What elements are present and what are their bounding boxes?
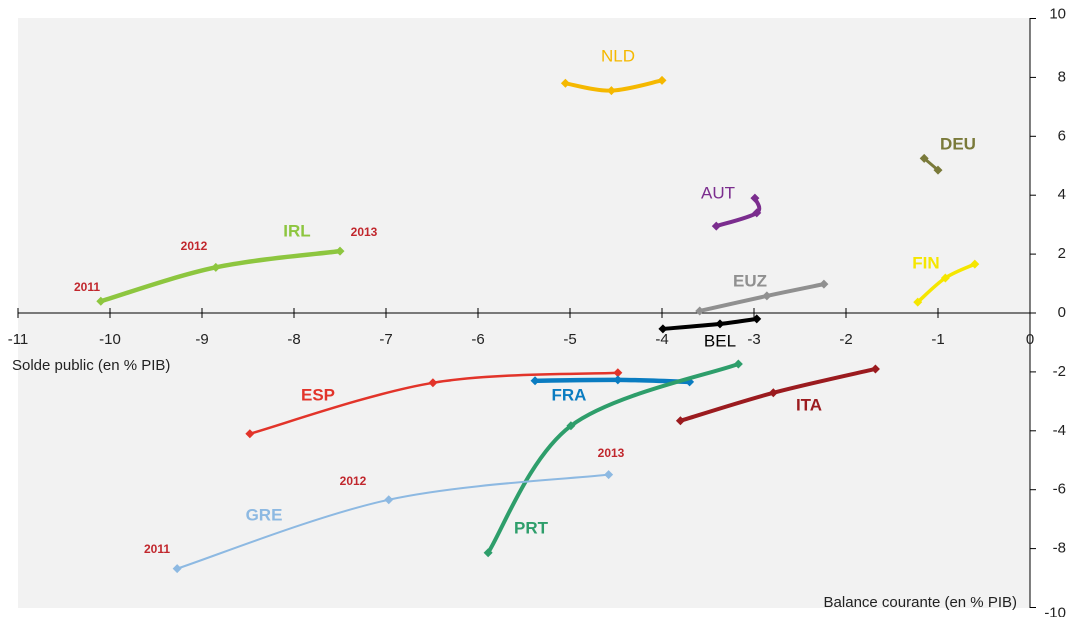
series-label: DEU <box>940 134 976 153</box>
y-tick-label: 6 <box>1058 127 1066 144</box>
point-marker <box>658 324 668 334</box>
year-label: 2013 <box>598 446 625 460</box>
x-tick-label: 0 <box>1026 331 1034 348</box>
point-marker <box>733 359 743 369</box>
x-tick-label: -4 <box>655 331 668 348</box>
point-marker <box>711 221 721 231</box>
x-tick-label: -2 <box>839 331 852 348</box>
point-marker <box>172 564 182 574</box>
y-tick-label: -10 <box>1044 604 1066 617</box>
series-label: FIN <box>912 253 939 272</box>
series-label: NLD <box>601 46 635 65</box>
point-marker <box>530 376 540 386</box>
year-label: 2011 <box>74 280 100 294</box>
point-marker <box>933 165 943 175</box>
x-tick-label: -6 <box>471 331 484 348</box>
point-marker <box>428 378 438 388</box>
point-marker <box>913 297 923 307</box>
point-marker <box>752 208 762 218</box>
point-marker <box>762 291 772 301</box>
series-label: GRE <box>246 505 283 524</box>
y-tick-label: 8 <box>1058 68 1066 85</box>
point-marker <box>604 470 614 480</box>
point-marker <box>657 75 667 85</box>
point-marker <box>335 246 345 256</box>
point-marker <box>245 429 255 439</box>
y-tick-label: -6 <box>1053 481 1066 498</box>
x-tick-label: -5 <box>563 331 576 348</box>
point-marker <box>750 193 760 203</box>
series-label: PRT <box>514 518 549 537</box>
y-tick-label: 10 <box>1049 5 1066 22</box>
x-tick-label: -9 <box>195 331 208 348</box>
point-marker <box>715 319 725 329</box>
point-marker <box>675 416 685 426</box>
series-label: EUZ <box>733 271 767 290</box>
y-axis-title: Balance courante (en % PIB) <box>824 594 1017 611</box>
point-marker <box>752 314 762 324</box>
y-tick-label: 2 <box>1058 245 1066 262</box>
point-marker <box>613 368 623 378</box>
point-marker <box>560 78 570 88</box>
x-tick-label: -11 <box>8 331 29 348</box>
point-marker <box>96 296 106 306</box>
x-tick-label: -10 <box>99 331 121 348</box>
year-label: 2013 <box>351 225 378 239</box>
series-label: ITA <box>796 395 822 414</box>
x-tick-label: -7 <box>379 331 392 348</box>
series-label: BEL <box>704 331 736 350</box>
y-tick-label: -4 <box>1053 422 1066 439</box>
y-tick-label: 0 <box>1058 304 1066 321</box>
x-axis-title: Solde public (en % PIB) <box>12 357 170 374</box>
year-label: 2012 <box>340 474 367 488</box>
point-marker <box>606 86 616 96</box>
x-tick-label: -3 <box>747 331 760 348</box>
series-label: FRA <box>552 385 587 404</box>
series-label: ESP <box>301 385 335 404</box>
point-marker <box>566 421 576 431</box>
point-marker <box>970 259 980 269</box>
x-tick-label: -1 <box>931 331 944 348</box>
point-marker <box>768 388 778 398</box>
year-label: 2011 <box>144 542 170 556</box>
y-tick-label: -2 <box>1053 363 1066 380</box>
x-tick-label: -8 <box>287 331 300 348</box>
point-marker <box>211 262 221 272</box>
point-marker <box>613 375 623 385</box>
point-marker <box>384 495 394 505</box>
year-label: 2012 <box>181 239 208 253</box>
point-marker <box>870 364 880 374</box>
point-marker <box>919 153 929 163</box>
y-tick-label: -8 <box>1053 540 1066 557</box>
series-label: IRL <box>283 221 310 240</box>
point-marker <box>483 548 493 558</box>
point-marker <box>819 279 829 289</box>
y-tick-label: 4 <box>1058 186 1066 203</box>
point-marker <box>940 273 950 283</box>
series-label: AUT <box>701 183 735 202</box>
point-marker <box>695 306 705 316</box>
series-line <box>532 377 692 385</box>
